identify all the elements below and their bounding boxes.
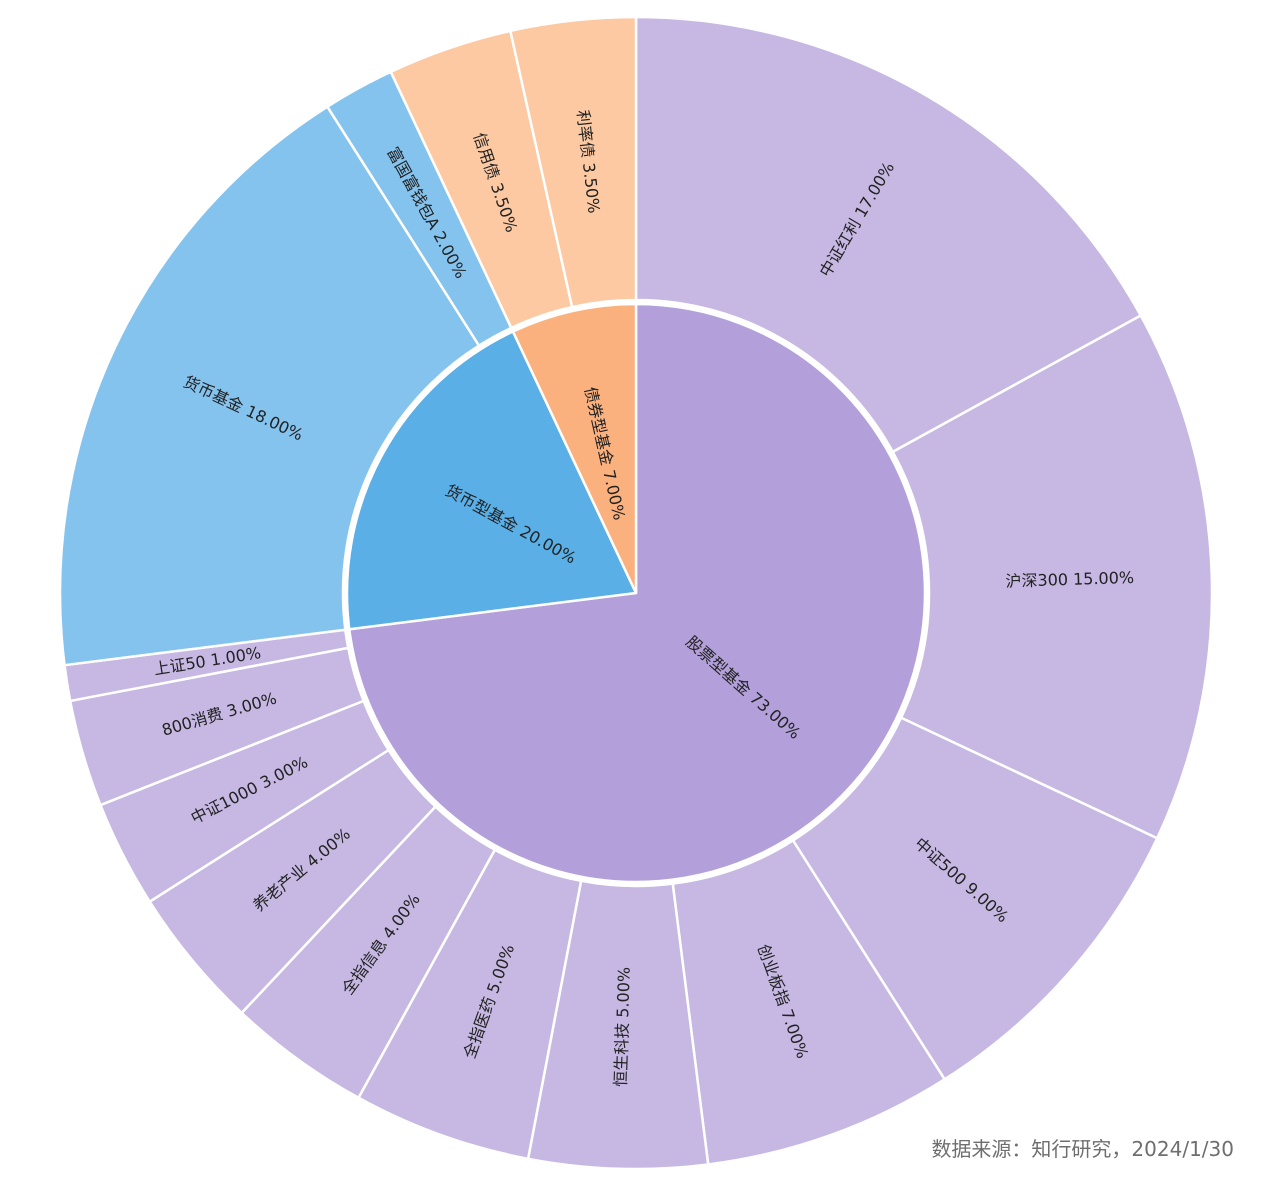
inner-ring-segment[interactable] (345, 330, 638, 631)
inner-ring-segment[interactable] (511, 302, 638, 595)
outer-ring-segment[interactable] (891, 314, 1214, 840)
outer-ring-segment[interactable] (791, 716, 1159, 1081)
outer-ring-label: 恒生科技 5.00% (611, 967, 634, 1087)
data-source-note: 数据来源：知行研究，2024/1/30 (931, 1137, 1234, 1161)
outer-ring-segment[interactable] (58, 105, 481, 667)
outer-ring-label: 沪深300 15.00% (1005, 568, 1134, 591)
outer-ring-segment[interactable] (634, 15, 1142, 454)
outer-ring-segment[interactable] (509, 15, 638, 309)
